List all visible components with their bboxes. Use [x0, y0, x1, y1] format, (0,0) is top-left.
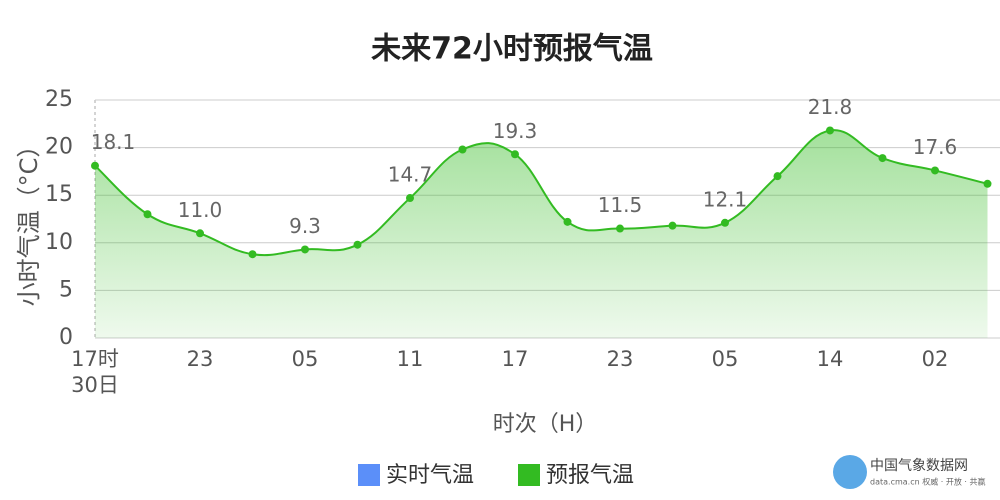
logo-icon — [833, 455, 867, 489]
x-tick-label: 14 — [817, 347, 844, 371]
x-tick-label: 17 — [502, 347, 529, 371]
data-label: 9.3 — [289, 214, 321, 238]
y-tick-label: 5 — [59, 277, 73, 302]
data-label: 11.5 — [598, 193, 643, 217]
point — [878, 154, 887, 163]
x-tick-label: 02 — [922, 347, 949, 371]
x-tick-label: 05 — [712, 347, 739, 371]
point — [511, 150, 519, 159]
x-axis-label: 时次（H） — [493, 412, 598, 437]
point — [983, 179, 992, 188]
point — [668, 221, 677, 230]
point — [563, 217, 572, 226]
y-tick-label: 10 — [45, 230, 73, 255]
chart-title: 未来72小时预报气温 — [371, 32, 653, 67]
point — [721, 218, 729, 227]
logo-name: 中国气象数据网 — [870, 458, 968, 474]
data-label: 12.1 — [703, 187, 748, 211]
y-tick-label: 25 — [45, 87, 73, 112]
point — [248, 250, 257, 259]
x-tick-label: 17时 30日 — [71, 347, 119, 397]
data-label: 14.7 — [388, 163, 433, 187]
point — [616, 224, 624, 233]
x-tick-label: 11 — [397, 347, 424, 371]
x-tick-label: 05 — [292, 347, 319, 371]
point — [353, 240, 362, 249]
area — [95, 130, 988, 338]
point — [196, 229, 204, 238]
legend-label: 预报气温 — [546, 463, 634, 488]
y-tick-label: 20 — [45, 135, 73, 160]
point — [458, 145, 467, 154]
logo-tagline: data.cma.cn 权威 · 开放 · 共赢 — [870, 477, 985, 487]
data-label: 11.0 — [178, 198, 223, 222]
point — [406, 194, 414, 203]
y-tick-label: 0 — [59, 325, 73, 350]
data-label: 17.6 — [913, 135, 958, 159]
legend-label: 实时气温 — [386, 463, 474, 488]
point — [143, 210, 152, 219]
legend-swatch — [358, 464, 380, 486]
point — [826, 126, 834, 135]
x-tick-label: 23 — [187, 347, 214, 371]
legend-swatch — [518, 464, 540, 486]
point — [931, 166, 939, 175]
y-axis-label: 小时气温（°C） — [15, 134, 43, 307]
data-label: 21.8 — [808, 95, 853, 119]
point — [91, 161, 99, 170]
data-label: 18.1 — [91, 130, 136, 154]
point — [301, 245, 309, 254]
y-tick-label: 15 — [45, 182, 73, 207]
x-tick-label: 23 — [607, 347, 634, 371]
point — [773, 172, 782, 181]
data-label: 19.3 — [493, 119, 538, 143]
